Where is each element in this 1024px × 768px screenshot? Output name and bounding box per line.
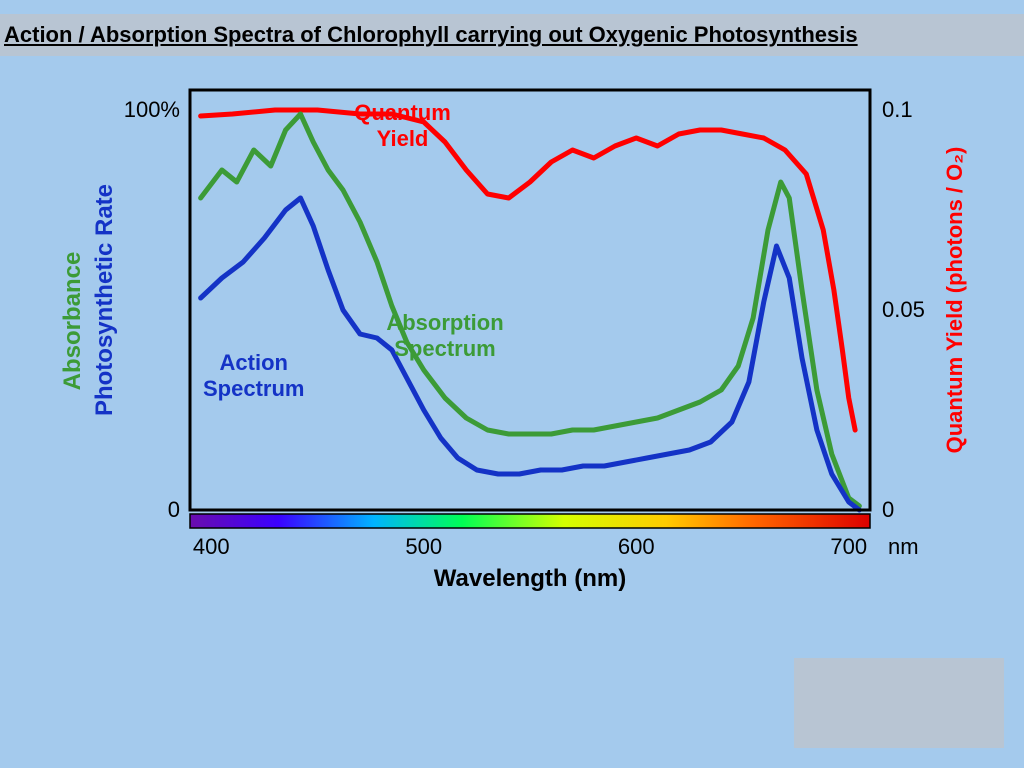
svg-text:700: 700 bbox=[830, 534, 867, 559]
svg-text:Wavelength (nm): Wavelength (nm) bbox=[434, 565, 626, 592]
svg-text:400: 400 bbox=[193, 534, 230, 559]
svg-text:100%: 100% bbox=[124, 97, 180, 122]
svg-text:Quantum: Quantum bbox=[354, 100, 451, 125]
svg-text:500: 500 bbox=[405, 534, 442, 559]
svg-text:Absorbance: Absorbance bbox=[59, 252, 86, 391]
title-bar: Action / Absorption Spectra of Chlorophy… bbox=[0, 14, 1024, 56]
page-title: Action / Absorption Spectra of Chlorophy… bbox=[4, 22, 858, 48]
svg-text:600: 600 bbox=[618, 534, 655, 559]
svg-text:0: 0 bbox=[882, 497, 894, 522]
svg-text:0: 0 bbox=[168, 497, 180, 522]
svg-text:Spectrum: Spectrum bbox=[203, 376, 304, 401]
svg-text:nm: nm bbox=[888, 534, 919, 559]
chart-container: 400 500 600 700 nm Wavelength (nm) 0 100% 0 0.05 0… bbox=[30, 70, 994, 630]
svg-text:0.05: 0.05 bbox=[882, 297, 925, 322]
footer-grey-box bbox=[794, 658, 1004, 748]
svg-text:Action: Action bbox=[220, 350, 288, 375]
svg-text:Quantum Yield (photons / O₂): Quantum Yield (photons / O₂) bbox=[942, 147, 967, 454]
svg-text:Photosynthetic Rate: Photosynthetic Rate bbox=[91, 184, 118, 416]
svg-text:Yield: Yield bbox=[377, 126, 429, 151]
slide-background: Action / Absorption Spectra of Chlorophy… bbox=[0, 0, 1024, 768]
spectra-chart: 400 500 600 700 nm Wavelength (nm) 0 100% 0 0.05 0… bbox=[30, 70, 994, 630]
svg-text:0.1: 0.1 bbox=[882, 97, 913, 122]
svg-text:Spectrum: Spectrum bbox=[394, 336, 495, 361]
svg-text:Absorption: Absorption bbox=[386, 310, 503, 335]
